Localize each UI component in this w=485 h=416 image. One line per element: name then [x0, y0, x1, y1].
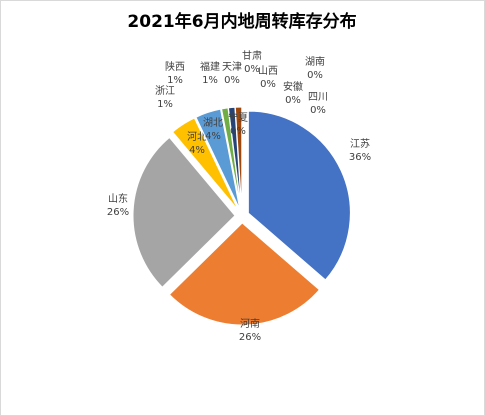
slice-value-label: 0%	[260, 79, 276, 90]
slice-label: 河北	[187, 131, 207, 143]
slice-label: 安徽	[283, 80, 303, 93]
slice-label: 江苏	[350, 137, 370, 150]
slice-value-label: 26%	[239, 332, 261, 343]
chart-title: 2021年6月内地周转库存分布	[127, 11, 356, 32]
slice-value-label: 36%	[349, 152, 371, 163]
slice-label: 河南	[240, 317, 260, 330]
slice-label: 湖南	[305, 55, 325, 68]
pie-slice	[247, 110, 351, 281]
slice-value-label: 1%	[167, 75, 183, 86]
slice-value-label: 0%	[230, 126, 246, 137]
pie-slice	[171, 117, 239, 211]
slice-value-label: 4%	[205, 131, 221, 142]
slice-value-label: 0%	[285, 95, 301, 106]
slice-value-label: 26%	[107, 207, 129, 218]
slice-label: 陕西	[165, 60, 185, 73]
slice-label: 湖北	[203, 117, 223, 129]
slice-label: 宁夏	[228, 111, 248, 124]
pie-slice	[168, 222, 321, 326]
pie-slice	[195, 108, 241, 210]
slice-label: 福建	[200, 60, 220, 73]
slice-label: 天津	[222, 61, 242, 73]
slice-value-label: 0%	[310, 105, 326, 116]
slice-value-label: 0%	[307, 70, 323, 81]
slice-value-label: 1%	[157, 99, 173, 110]
slice-value-label: 4%	[189, 145, 205, 156]
slice-label: 浙江	[155, 85, 175, 97]
slice-value-label: 0%	[224, 75, 240, 86]
slice-value-label: 1%	[202, 75, 218, 86]
slice-label: 山西	[258, 65, 278, 77]
slice-label: 甘肃	[242, 49, 262, 62]
pie-slice	[132, 136, 236, 288]
slice-label: 山东	[108, 192, 128, 205]
slice-label: 四川	[308, 92, 328, 103]
slice-value-label: 0%	[244, 64, 260, 75]
